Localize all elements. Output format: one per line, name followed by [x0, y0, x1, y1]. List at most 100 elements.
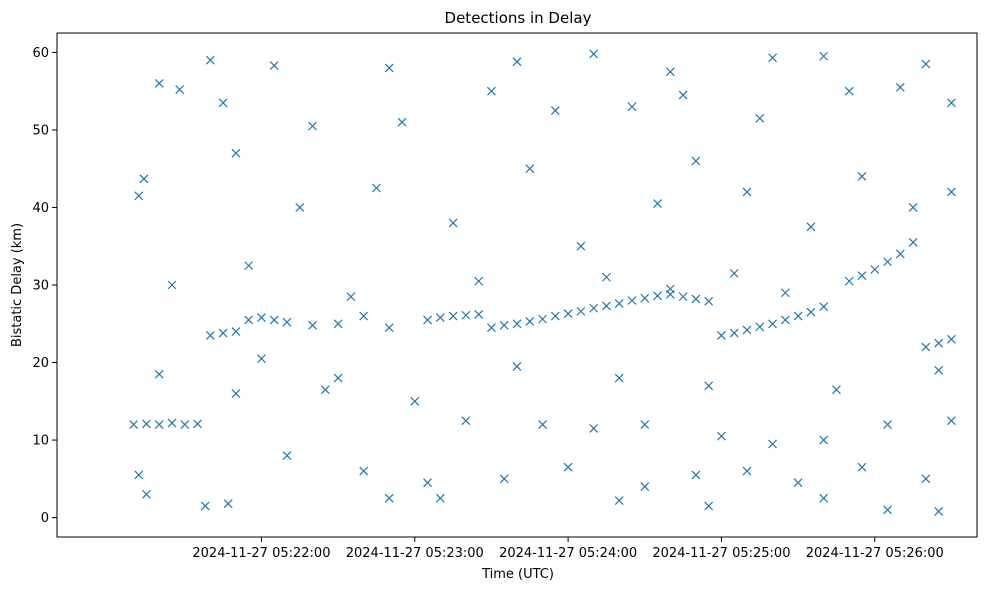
data-point	[793, 478, 803, 488]
data-point	[205, 55, 215, 65]
data-point	[755, 113, 765, 123]
data-point	[205, 330, 215, 340]
data-point	[589, 49, 599, 59]
x-tick-label: 2024-11-27 05:26:00	[806, 546, 944, 561]
data-point	[832, 385, 841, 395]
data-point	[244, 315, 254, 325]
data-point	[139, 174, 149, 184]
data-point	[819, 302, 829, 312]
data-point	[175, 85, 185, 95]
data-point	[921, 59, 931, 69]
data-point	[474, 310, 484, 319]
data-point	[947, 98, 956, 108]
data-point	[665, 67, 675, 77]
data-point	[819, 51, 829, 61]
data-point	[397, 117, 407, 127]
data-point	[231, 148, 241, 158]
data-point	[921, 342, 931, 352]
data-point	[819, 493, 829, 503]
data-point	[704, 296, 714, 306]
data-point	[134, 191, 144, 201]
data-point	[154, 369, 164, 379]
data-point	[742, 187, 752, 197]
data-point	[525, 317, 535, 326]
data-point	[947, 334, 956, 344]
data-point	[614, 373, 624, 383]
data-point	[653, 199, 662, 209]
data-point	[346, 292, 356, 302]
data-point	[257, 313, 266, 322]
data-point	[512, 57, 522, 67]
data-point	[448, 218, 458, 228]
data-point	[200, 501, 210, 511]
data-point	[793, 311, 803, 321]
data-point	[269, 315, 279, 325]
data-point	[653, 291, 662, 301]
data-point	[704, 381, 714, 391]
data-point	[282, 451, 292, 461]
data-point	[947, 187, 956, 197]
data-point	[627, 102, 637, 112]
data-point	[384, 323, 394, 333]
data-point	[678, 90, 688, 100]
data-point	[512, 361, 522, 371]
data-point	[921, 474, 931, 484]
data-point	[223, 499, 233, 509]
y-tick-label: 20	[32, 356, 49, 371]
data-point	[857, 462, 867, 472]
data-point	[563, 309, 573, 319]
data-point	[435, 313, 445, 322]
data-point	[308, 320, 317, 330]
chart-title: Detections in Delay	[445, 9, 592, 27]
data-point	[844, 276, 854, 286]
data-point	[819, 435, 829, 445]
data-point	[538, 314, 547, 324]
data-point	[295, 203, 305, 212]
data-point	[947, 416, 956, 426]
data-point	[333, 319, 343, 329]
scatter-points	[129, 49, 956, 516]
y-axis-label: Bistatic Delay (km)	[10, 223, 25, 347]
data-point	[244, 261, 254, 271]
y-tick-label: 40	[32, 201, 49, 216]
data-point	[154, 420, 164, 429]
data-point	[576, 241, 586, 251]
y-tick-label: 50	[32, 123, 49, 138]
data-point	[691, 294, 701, 304]
x-tick-label: 2024-11-27 05:24:00	[499, 546, 637, 561]
data-point	[908, 203, 918, 212]
y-tick-label: 60	[32, 46, 49, 61]
data-point	[257, 354, 266, 364]
data-point	[857, 271, 867, 281]
y-tick-label: 10	[32, 434, 49, 449]
data-point	[665, 284, 675, 294]
data-point	[218, 98, 228, 108]
data-point	[806, 222, 816, 232]
data-point	[895, 82, 905, 92]
data-point	[742, 325, 752, 335]
data-point	[308, 121, 317, 131]
data-point	[142, 419, 151, 429]
x-tick-label: 2024-11-27 05:23:00	[346, 546, 484, 561]
data-point	[423, 478, 432, 488]
data-point	[755, 322, 765, 332]
data-point	[231, 389, 241, 398]
data-point	[589, 303, 599, 313]
data-point	[129, 420, 139, 429]
data-point	[538, 420, 547, 429]
data-point	[589, 424, 599, 433]
data-point	[525, 164, 535, 174]
data-point	[614, 496, 624, 505]
data-point	[895, 249, 905, 259]
data-point	[461, 416, 471, 426]
data-point	[550, 311, 560, 321]
data-point	[934, 338, 944, 348]
data-point	[384, 493, 394, 503]
data-point	[180, 420, 190, 429]
data-point	[576, 306, 586, 316]
data-point	[640, 482, 650, 492]
data-point	[678, 292, 688, 302]
data-point	[359, 466, 369, 476]
data-point	[487, 323, 496, 333]
data-point	[372, 183, 381, 193]
